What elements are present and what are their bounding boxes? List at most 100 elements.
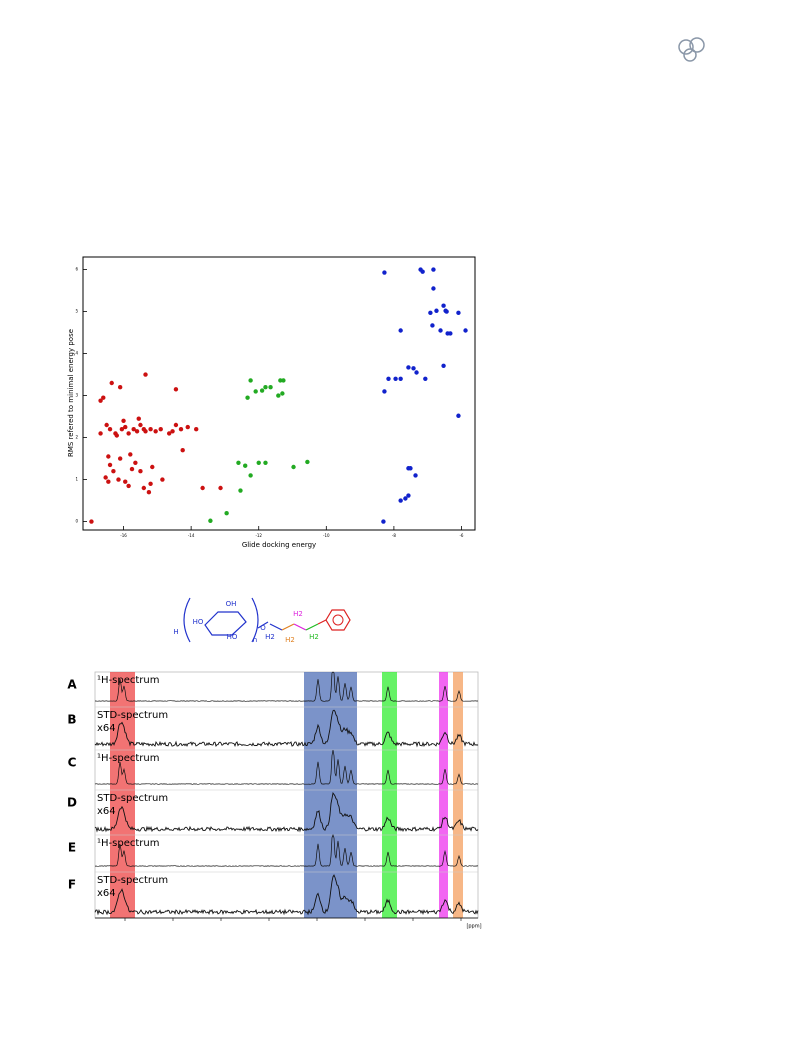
- scatter-point: [131, 427, 136, 432]
- scatter-point: [129, 466, 135, 472]
- x-tick-label: -6: [459, 533, 463, 538]
- scatter-point: [185, 424, 190, 430]
- scatter-point: [386, 376, 391, 381]
- y-tick-label: 3: [75, 393, 78, 398]
- y-tick-label: 5: [75, 309, 78, 314]
- molecule-label: HO: [193, 618, 204, 626]
- scatter-point: [281, 378, 286, 383]
- scatter-point: [253, 389, 258, 394]
- molecule-label: H2: [285, 636, 295, 644]
- panel-caption: x64: [97, 806, 116, 817]
- scatter-point: [148, 481, 153, 486]
- scatter-point: [268, 385, 273, 390]
- plot-frame: [82, 256, 476, 531]
- ppm-unit: [ppm]: [466, 924, 481, 930]
- scatter-point: [423, 376, 428, 381]
- scatter-point: [107, 462, 113, 468]
- scatter-point: [194, 427, 199, 432]
- scatter-point: [173, 387, 179, 392]
- scatter-point: [153, 429, 158, 434]
- scatter-point: [170, 429, 175, 434]
- scatter-point: [434, 308, 439, 313]
- panel-caption: ¹H-spectrum: [97, 838, 159, 849]
- molecule-label: H: [173, 628, 178, 636]
- scatter-point: [393, 376, 398, 381]
- scatter-point: [243, 463, 248, 468]
- highlight-bands: [110, 672, 463, 918]
- scatter-point: [413, 473, 418, 478]
- scatter-point: [117, 456, 123, 461]
- scatter-point: [441, 363, 446, 368]
- scatter-point: [178, 427, 184, 432]
- scatter-point: [291, 464, 296, 470]
- scatter-point: [438, 328, 443, 333]
- molecule-label: H2: [265, 633, 275, 641]
- scatter-point: [160, 477, 165, 482]
- scatter-point: [248, 378, 253, 383]
- scatter-point: [123, 479, 128, 484]
- scatter-point: [126, 483, 131, 489]
- scatter-point: [200, 485, 205, 491]
- scatter-point: [259, 388, 265, 393]
- panel-letter: B: [67, 713, 76, 727]
- y-tick-label: 4: [75, 351, 78, 356]
- scatter-point: [114, 433, 119, 438]
- scatter-point: [431, 286, 436, 291]
- scatter-point: [280, 391, 285, 396]
- scatter-point: [119, 427, 125, 432]
- scatter-point: [248, 473, 253, 478]
- scatter-point: [218, 485, 223, 491]
- scatter-point: [444, 309, 449, 314]
- scatter-point: [146, 490, 152, 495]
- x-axis-label: Glide docking energy: [242, 541, 316, 549]
- scatter-point: [106, 454, 111, 459]
- y-tick-label: 0: [75, 519, 78, 524]
- scatter-point: [406, 493, 411, 498]
- spectrum-trace: [94, 792, 479, 833]
- scatter-point: [143, 429, 148, 434]
- molecule-label: HO: [227, 633, 238, 641]
- molecule-label: n: [253, 636, 257, 644]
- scatter-point: [236, 460, 241, 465]
- scatter-point: [148, 427, 153, 432]
- molecule-label: H2: [293, 610, 303, 618]
- scatter-point: [406, 365, 411, 370]
- scatter-point: [180, 448, 185, 453]
- scatter-point: [126, 431, 131, 436]
- scatter-point: [245, 395, 250, 400]
- x-tick-label: -12: [255, 533, 262, 538]
- y-tick-label: 1: [75, 477, 78, 482]
- scatter-point: [398, 498, 403, 503]
- panel-letter: E: [68, 841, 76, 855]
- x-tick-label: -14: [188, 533, 195, 538]
- x-tick-label: -8: [392, 533, 396, 538]
- scatter-point: [263, 385, 268, 390]
- y-tick-label: 2: [75, 435, 78, 440]
- scatter-point: [123, 424, 128, 430]
- scatter-point: [150, 464, 155, 470]
- scatter-point: [414, 370, 419, 375]
- scatter-point: [134, 429, 140, 434]
- scatter-point: [411, 366, 416, 371]
- scatter-point: [158, 427, 163, 432]
- panel-letter: F: [68, 878, 76, 892]
- scatter-point: [463, 328, 468, 333]
- scatter-point: [256, 460, 261, 465]
- scatter-point: [101, 395, 106, 400]
- scatter-point: [133, 460, 138, 465]
- scatter-point: [420, 269, 425, 274]
- scatter-point: [117, 385, 123, 390]
- scatter-point: [141, 485, 147, 491]
- scatter-point: [138, 422, 143, 428]
- scatter-point: [408, 466, 413, 471]
- logo: [678, 37, 705, 62]
- scatter-point: [305, 459, 310, 465]
- scatter-point: [381, 519, 386, 524]
- spectrum-trace: [95, 671, 479, 702]
- spectrum-trace: [94, 874, 479, 916]
- scatter-point: [121, 418, 126, 423]
- scatter-point: [398, 376, 403, 381]
- scatter-point: [431, 267, 436, 272]
- panel-letter: D: [67, 796, 77, 810]
